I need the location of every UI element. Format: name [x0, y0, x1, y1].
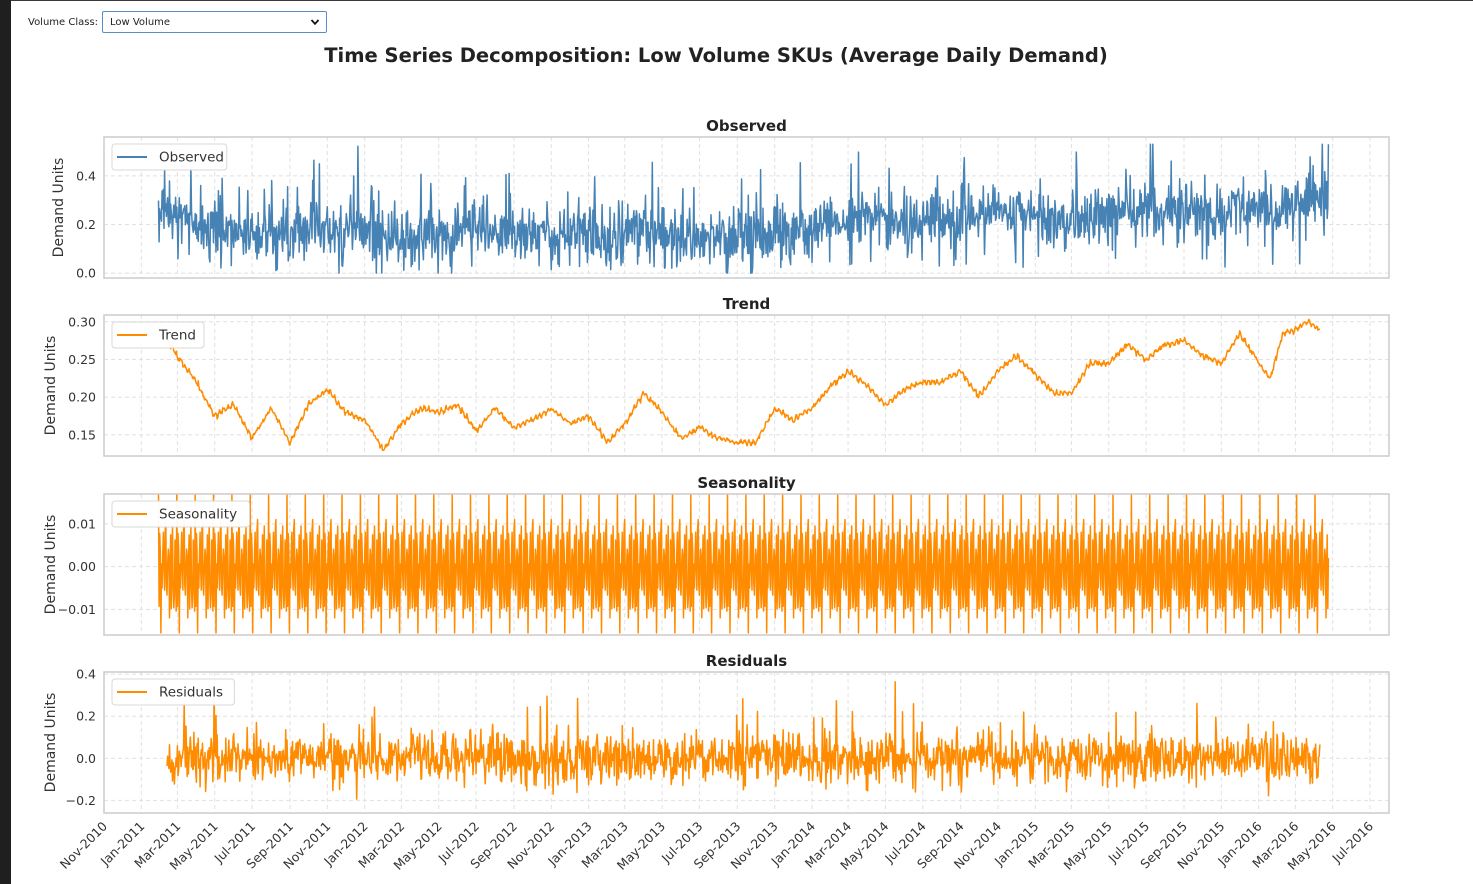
y-axis-label: Demand Units [43, 693, 59, 793]
subplot-observed: Observed 0.0 0.2 0.4 Demand Units Observed [51, 117, 1390, 281]
subplot-title: Residuals [706, 652, 787, 670]
volume-class-selected: Low Volume [110, 16, 171, 28]
y-tick-label: 0.15 [68, 427, 96, 442]
legend: Observed [111, 143, 228, 171]
series-line-observed [157, 143, 1330, 274]
subplot-title: Trend [723, 295, 771, 313]
y-tick-label: 0.4 [76, 667, 96, 682]
legend-label: Seasonality [159, 507, 237, 523]
y-tick-label: 0.0 [76, 751, 96, 766]
legend: Residuals [111, 678, 235, 706]
subplot-residuals: Residuals −0.2 0.0 0.2 0.4 Demand Units Residu… [43, 652, 1390, 814]
series-line-residuals [166, 681, 1321, 800]
volume-class-label: Volume Class: [28, 16, 99, 28]
legend-label: Residuals [159, 685, 223, 701]
subplot-trend: Trend 0.15 0.20 0.25 0.30 Demand Units Trend [43, 295, 1390, 457]
y-tick-label: 0.00 [68, 559, 96, 574]
legend-label: Trend [158, 328, 196, 344]
x-tick-label: Jul-2016 [1328, 818, 1376, 866]
y-tick-label: 0.01 [68, 516, 96, 531]
volume-class-dropdown[interactable]: Low Volume [102, 11, 327, 33]
y-tick-label: 0.2 [76, 217, 96, 232]
x-axis: Nov-2010Jan-2011Mar-2011May-2011Jul-2011… [57, 818, 1376, 872]
series-line-trend [166, 318, 1321, 451]
volume-class-widget: Volume Class: Low Volume [28, 9, 327, 35]
window-top-border [11, 0, 1473, 1]
window-edge [0, 0, 11, 884]
plot-frame [103, 493, 1390, 636]
figure-title: Time Series Decomposition: Low Volume SK… [324, 44, 1108, 67]
plot-frame [103, 314, 1390, 457]
plot-frame [103, 136, 1390, 279]
y-tick-label: 0.2 [76, 709, 96, 724]
legend-label: Observed [159, 150, 224, 166]
series-line-seasonality [157, 493, 1330, 634]
y-axis-label: Demand Units [43, 336, 59, 436]
legend-box [111, 500, 251, 528]
y-axis-label: Demand Units [43, 515, 59, 615]
y-tick-label: 0.20 [68, 390, 96, 405]
y-tick-label: 0.0 [76, 266, 96, 281]
y-axis-label: Demand Units [51, 158, 67, 258]
y-tick-label: −0.01 [58, 602, 96, 617]
subplot-title: Seasonality [697, 474, 796, 492]
grid [103, 315, 1389, 456]
plot-frame [103, 671, 1390, 814]
legend-box [111, 678, 235, 706]
legend-box [111, 321, 205, 349]
y-tick-label: −0.2 [66, 793, 96, 808]
legend-box [111, 143, 228, 171]
y-tick-label: 0.25 [68, 352, 96, 367]
subplot-seasonality: Seasonality −0.01 0.00 0.01 Demand Units Seas… [43, 474, 1390, 636]
subplot-title: Observed [706, 117, 787, 135]
chevron-down-icon [310, 19, 320, 26]
legend: Trend [111, 321, 205, 349]
y-tick-label: 0.30 [68, 314, 96, 329]
legend: Seasonality [111, 500, 251, 528]
y-tick-label: 0.4 [76, 168, 96, 183]
